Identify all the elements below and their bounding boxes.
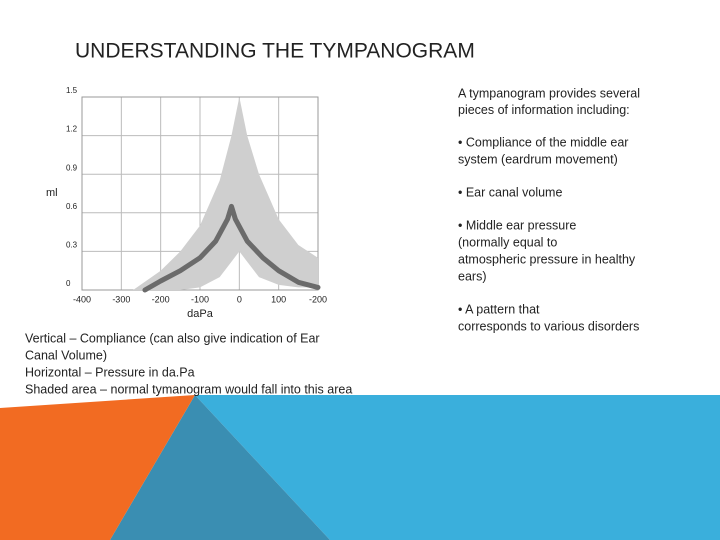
bullet-line: • Compliance of the middle ear xyxy=(458,135,628,149)
decor-teal xyxy=(110,395,330,540)
x-tick-label: 100 xyxy=(271,294,286,304)
caption-line: Vertical – Compliance (can also give ind… xyxy=(25,331,320,345)
bullet-line: • Middle ear pressure xyxy=(458,218,576,232)
y-tick-label: 0.6 xyxy=(66,202,78,211)
bullet-line: atmospheric pressure in healthy xyxy=(458,252,636,266)
plot-frame xyxy=(81,96,319,291)
decor-blue xyxy=(195,395,720,540)
y-tick-label: 0.9 xyxy=(66,163,78,172)
y-axis-label: ml xyxy=(46,187,58,199)
bullet-line: ears) xyxy=(458,269,486,283)
x-tick-label: -100 xyxy=(191,294,209,304)
y-tick-label: 0.3 xyxy=(66,241,78,250)
x-axis-label: daPa xyxy=(187,308,214,320)
caption-line: Horizontal – Pressure in da.Pa xyxy=(25,365,195,379)
decor-orange xyxy=(0,395,195,540)
x-tick-label: -300 xyxy=(112,294,130,304)
bullet-line: • A pattern that xyxy=(458,302,540,316)
bullet-line: • Ear canal volume xyxy=(458,185,562,199)
intro-line: A tympanogram provides several xyxy=(458,86,640,100)
bullet-line: corresponds to various disorders xyxy=(458,319,639,333)
y-tick-label: 0 xyxy=(66,279,71,288)
x-tick-label: -400 xyxy=(73,294,91,304)
text-blocks: Vertical – Compliance (can also give ind… xyxy=(25,86,640,396)
bullet-line: system (eardrum movement) xyxy=(458,152,618,166)
intro-line: pieces of information including: xyxy=(458,103,630,117)
caption-line: Canal Volume) xyxy=(25,348,107,362)
x-tick-label: 0 xyxy=(237,294,242,304)
x-tick-label: -200 xyxy=(309,294,327,304)
normal-range-band xyxy=(133,97,318,290)
x-tick-label: -200 xyxy=(152,294,170,304)
tympanogram-curve xyxy=(142,203,321,293)
slide-title: UNDERSTANDING THE TYMPANOGRAM xyxy=(75,40,475,63)
caption-line: Shaded area – normal tymanogram would fa… xyxy=(25,382,352,396)
bullet-line: (normally equal to xyxy=(458,235,557,249)
y-tick-label: 1.2 xyxy=(66,125,78,134)
chart: 0 0.3 0.6 0.9 1.2 1.5 -400 -300 -200 -100 0 100 -200… xyxy=(46,86,327,320)
y-tick-label: 1.5 xyxy=(66,86,78,95)
